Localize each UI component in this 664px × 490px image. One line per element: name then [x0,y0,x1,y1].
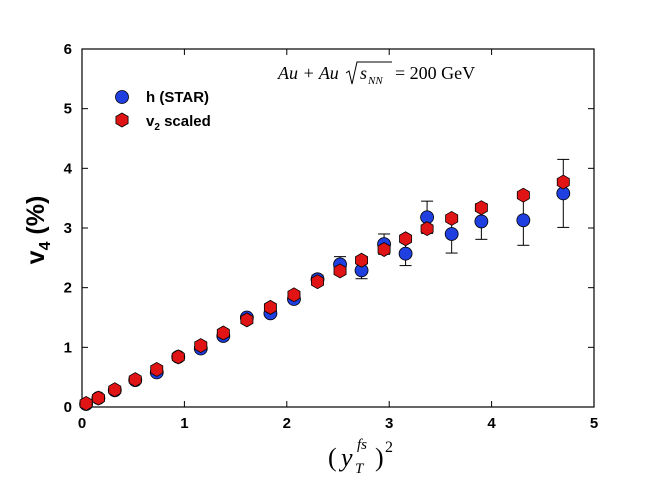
data-point-star [516,213,531,228]
sqrt-sign [345,61,392,85]
svg-text:fs: fs [357,437,367,453]
error-bars [311,158,570,284]
data-point-v2-scaled [556,174,570,190]
data-point-v2-scaled [474,200,488,216]
y-tick-label: 0 [64,399,72,416]
data-point-v2-scaled [420,221,434,237]
data-point-v2-scaled [311,274,324,290]
data-point-v2-scaled [128,372,142,388]
svg-text:y: y [338,443,353,472]
y-tick-label: 3 [64,220,72,237]
x-tick-label: 0 [78,415,86,432]
legend-marker-v2 [115,112,129,128]
svg-text:s: s [360,63,367,83]
svg-text:NN: NN [367,75,383,87]
energy-annotation: Au + Au s NN = 200 GeV [277,61,475,87]
x-tick-label: 2 [283,415,291,432]
x-tick-label: 4 [487,415,496,432]
legend-marker-star [115,90,129,104]
data-point-v2-scaled [377,242,391,257]
y-axis-label: v4 (%) [22,196,54,265]
svg-text:(: ( [328,443,337,472]
data-point-v2-scaled [171,349,185,365]
y-tick-label: 2 [64,280,72,297]
svg-text:2: 2 [385,439,393,456]
y-tick-label: 4 [64,160,73,177]
data-point-v2-scaled [355,252,369,268]
data-point-star [474,214,489,229]
data-point-star [444,227,459,241]
svg-text:T: T [355,461,365,477]
data-point-v2-scaled [287,287,301,303]
data-point-v2-scaled [216,325,230,341]
data-point-v2-scaled [516,187,530,203]
y-tick-label: 5 [64,101,72,118]
legend: h (STAR) v2 scaled [115,89,211,133]
data-point-v2-scaled [333,263,347,279]
svg-text:): ) [375,443,384,472]
data-markers [79,174,571,411]
x-tick-label: 3 [385,415,393,432]
x-tick-label: 5 [590,415,598,432]
x-tick-label: 1 [180,415,188,432]
data-point-v2-scaled [240,312,254,328]
legend-label-star: h (STAR) [146,89,209,106]
data-point-v2-scaled [194,338,208,354]
data-point-v2-scaled [263,299,277,315]
legend-label-v2: v2 scaled [146,113,211,133]
data-point-v2-scaled [399,231,413,247]
data-point-v2-scaled [150,361,164,377]
data-point-v2-scaled [79,395,93,411]
svg-text:Au + Au: Au + Au [277,63,339,83]
svg-text:= 200 GeV: = 200 GeV [395,63,475,83]
data-point-star [398,246,413,261]
data-point-v2-scaled [108,382,122,398]
y-tick-label: 6 [64,41,72,58]
x-axis-label: ( y T fs ) 2 [328,437,393,477]
y-tick-label: 1 [64,339,72,356]
data-point-v2-scaled [91,390,105,406]
data-point-v2-scaled [445,210,459,226]
axis-ticks: 0 1 2 3 4 5 0 1 2 3 4 5 6 [64,41,599,432]
